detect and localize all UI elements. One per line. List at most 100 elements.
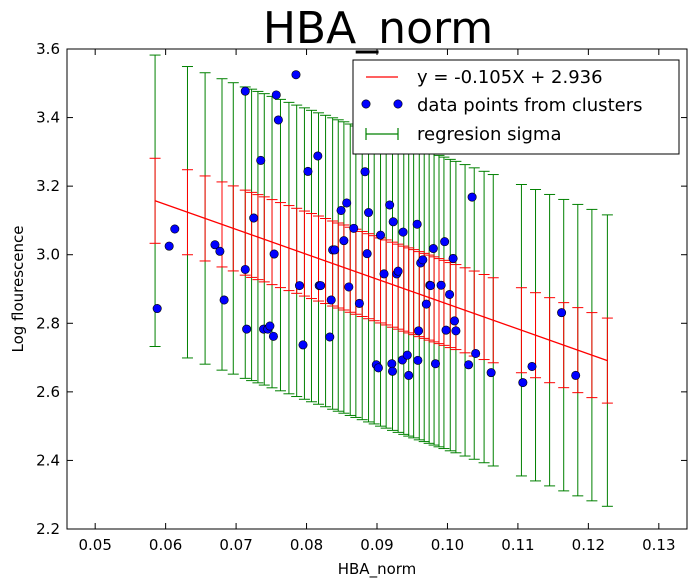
data-point [240,264,250,274]
data-point [451,326,461,336]
y-tick-label: 2.4 [36,451,60,469]
data-point [402,350,412,360]
regression-line-group [154,200,608,362]
data-point [271,90,281,100]
data-point [256,155,266,165]
data-point [265,321,275,331]
y-axis-ticks: 2.2 2.4 2.6 2.8 3.0 3.2 3.4 3.6 [36,40,687,538]
x-axis-ticks: 0.05 0.06 0.07 0.08 0.09 0.10 0.11 0.12 0.13 [78,49,676,554]
data-point [486,368,496,378]
data-point [571,370,581,380]
x-tick-label: 0.10 [431,536,464,554]
data-point [421,299,431,309]
data-point [170,224,180,234]
data-point [426,281,436,291]
data-point [339,236,349,246]
data-point [316,281,326,291]
chart-title: HBA_norm [263,3,493,54]
data-point [388,217,398,227]
data-point [449,316,459,326]
data-point [448,253,458,263]
x-tick-label: 0.07 [219,536,252,554]
data-point [364,208,374,218]
legend: y = -0.105X + 2.936 data points from clu… [352,59,680,155]
data-point [273,115,283,125]
data-point [330,245,340,255]
y-tick-label: 3.6 [36,40,60,58]
data-point [376,230,386,240]
y-axis-label: Log flourescence [9,225,27,352]
data-point [557,308,567,318]
y-tick-label: 2.6 [36,383,60,401]
data-point [325,332,335,342]
data-point [360,167,370,177]
data-point [418,255,428,265]
regression-line [154,200,608,362]
data-point [428,244,438,254]
data-point [219,295,229,305]
data-point [303,166,313,176]
y-tick-label: 2.2 [36,520,60,538]
data-point [441,325,451,335]
data-point [291,70,301,80]
y-tick-label: 3.4 [36,109,60,127]
x-tick-label: 0.11 [501,536,534,554]
x-tick-label: 0.06 [149,536,182,554]
data-point [467,192,477,202]
data-point [385,200,395,210]
data-point [342,198,352,208]
legend-label-regression: y = -0.105X + 2.936 [417,67,603,88]
legend-marker-swatch [393,99,403,109]
legend-label-sigma: regresion sigma [417,124,561,145]
data-point [240,86,250,96]
data-point [215,246,225,256]
x-tick-label: 0.05 [78,536,111,554]
data-point [164,241,174,251]
x-axis-label: HBA_norm [338,560,417,579]
data-point [398,227,408,237]
data-point [336,205,346,215]
legend-marker-swatch [361,99,371,109]
data-point [414,326,424,336]
data-point [210,240,220,250]
x-tick-label: 0.13 [642,536,675,554]
data-point [445,289,455,299]
data-point [298,340,308,350]
data-point [387,366,397,376]
data-point [152,304,162,314]
x-tick-label: 0.12 [572,536,605,554]
legend-box [352,59,680,155]
data-point [294,281,304,291]
data-point [413,355,423,365]
data-points [152,70,581,388]
data-point [527,361,537,371]
data-point [404,370,414,380]
data-point [344,282,354,292]
data-point [393,266,403,276]
data-point [249,213,259,223]
data-point [354,298,364,308]
data-point [242,324,252,334]
data-point [269,249,279,259]
legend-label-points: data points from clusters [417,95,642,116]
data-point [430,359,440,369]
data-point [464,360,474,370]
data-point [379,269,389,279]
data-point [412,219,422,229]
data-point [471,348,481,358]
data-point [349,223,359,233]
x-tick-label: 0.09 [360,536,393,554]
data-point [436,280,446,290]
data-point [440,237,450,247]
y-tick-label: 2.8 [36,314,60,332]
data-point [313,151,323,161]
data-point [268,331,278,341]
data-point [387,359,397,369]
data-point [326,295,336,305]
y-tick-label: 3.2 [36,177,60,195]
data-point [373,363,383,373]
x-tick-label: 0.08 [290,536,323,554]
data-point [362,249,372,259]
y-tick-label: 3.0 [36,246,60,264]
